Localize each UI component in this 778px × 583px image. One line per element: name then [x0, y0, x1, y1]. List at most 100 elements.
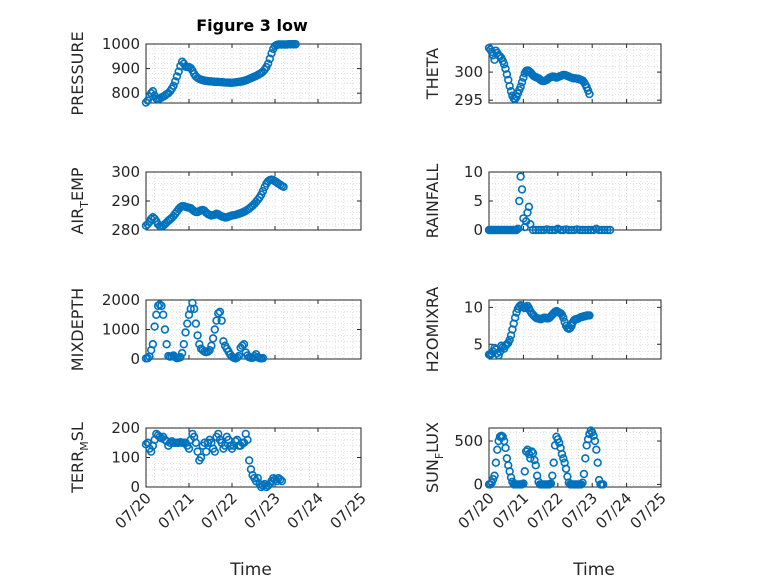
data-point [217, 316, 226, 325]
subplot-terr-msl: 07/20 07/21 07/22 07/23 07/24 07/250100200TER… [68, 419, 370, 532]
data-point [202, 447, 211, 456]
data-point [545, 225, 554, 235]
data-point [162, 340, 171, 349]
subplot-pressure: 800 900 1000 PRESSURE [68, 31, 362, 116]
y-tick-label: 0 [473, 221, 483, 239]
y-axis-label: H2OMIXRA [423, 287, 442, 373]
y-tick-label: 100 [111, 449, 140, 467]
data-point [548, 225, 557, 235]
x-tick-label: 07/23 [241, 489, 284, 532]
data-point [245, 456, 254, 465]
axes-box [488, 171, 662, 231]
data-point [205, 345, 214, 355]
data-point [498, 432, 507, 441]
x-tick-label: 07/21 [489, 489, 532, 532]
subplot-h2omixra: 5 10 H2OMIXRA [423, 287, 662, 373]
data-point [578, 225, 587, 235]
x-tick-label: 07/25 [627, 489, 670, 532]
y-tick-label: 280 [111, 221, 140, 239]
axes-box [145, 299, 362, 360]
data-point [581, 454, 590, 463]
data-point [210, 325, 220, 334]
data-point [581, 225, 590, 235]
data-point [184, 444, 194, 453]
x-tick-label: 07/22 [198, 489, 241, 532]
axes-box [488, 43, 662, 104]
data-point [524, 202, 534, 212]
x-tick-label: 07/22 [523, 489, 566, 532]
data-point [258, 353, 268, 363]
x-tick-label: 07/23 [558, 489, 601, 532]
data-point [174, 67, 183, 76]
data-point [519, 479, 528, 488]
y-tick-label: 1000 [102, 321, 140, 339]
axes-box [145, 43, 362, 104]
data-point [215, 307, 225, 316]
data-point [589, 431, 598, 441]
data-point [183, 319, 192, 328]
y-tick-label: 295 [454, 91, 483, 109]
data-point [506, 473, 516, 482]
x-axis-label-right: Time [572, 560, 615, 580]
data-point [196, 453, 206, 462]
data-point [172, 72, 182, 81]
data-point [207, 341, 216, 350]
y-tick-label: 0 [130, 478, 140, 496]
data-point [554, 438, 564, 447]
data-point [531, 461, 540, 470]
axes-box [488, 299, 662, 360]
data-point [193, 331, 202, 340]
data-point [561, 464, 571, 473]
data-point [597, 225, 607, 235]
y-tick-label: 500 [454, 432, 483, 450]
y-tick-label: 800 [111, 84, 140, 102]
data-point [559, 454, 568, 463]
data-point [219, 337, 228, 346]
data-point [179, 340, 189, 349]
data-point [575, 225, 585, 235]
x-tick-label: 07/21 [155, 489, 198, 532]
subplot-rainfall: 0 5 10 RAINFALL [423, 163, 662, 239]
data-point [505, 81, 514, 91]
data-point [265, 54, 275, 63]
data-point [593, 458, 602, 467]
y-tick-label: 2000 [102, 291, 140, 309]
data-point [150, 322, 159, 331]
data-point [152, 310, 161, 319]
data-point [517, 78, 527, 87]
data-point [491, 458, 501, 467]
y-tick-label: 300 [111, 163, 140, 181]
data-point [210, 447, 220, 456]
data-point [493, 445, 502, 454]
y-tick-label: 5 [473, 335, 483, 353]
y-tick-label: 290 [111, 192, 140, 210]
data-point [148, 340, 158, 349]
data-point [576, 480, 586, 489]
data-point [291, 40, 300, 49]
data-point [546, 479, 556, 488]
y-tick-label: 0 [130, 350, 140, 368]
data-point [208, 334, 218, 343]
data-point [181, 328, 190, 337]
x-tick-label: 07/24 [592, 489, 635, 532]
data-point [499, 60, 509, 69]
data-point [594, 225, 604, 235]
data-point [169, 81, 178, 90]
data-point [559, 313, 568, 322]
data-point [203, 347, 213, 356]
y-axis-label: TERRMSL [68, 422, 91, 494]
x-axis-label-left: Time [229, 560, 272, 580]
y-tick-label: 0 [473, 475, 483, 493]
data-point [189, 304, 199, 314]
x-tick-label: 07/20 [455, 489, 498, 532]
data-point [232, 353, 242, 362]
y-tick-label: 10 [464, 163, 483, 181]
data-point [502, 70, 512, 79]
data-point [220, 441, 230, 450]
data-point [534, 225, 543, 235]
data-point [603, 225, 612, 235]
data-point [600, 225, 609, 235]
data-point [263, 59, 273, 68]
